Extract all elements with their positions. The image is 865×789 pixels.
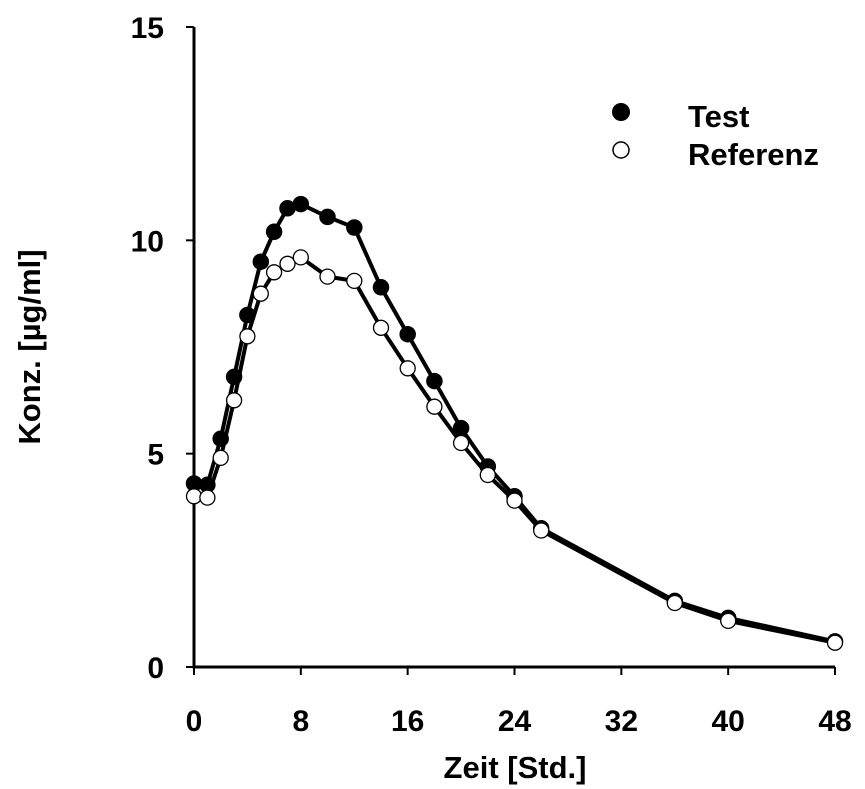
data-point-referenz [533,522,550,539]
data-point-referenz [826,634,844,651]
data-point-referenz [479,466,496,484]
data-point-referenz [279,255,296,272]
x-tick-label: 32 [605,705,638,738]
x-axis-title: Zeit [Std.] [444,750,587,785]
x-tick-label: 48 [818,705,851,738]
series-line-referenz [193,255,836,645]
legend-marker-test [612,103,630,121]
data-point-test [225,368,243,386]
data-point-referenz [666,594,683,612]
data-point-test [252,253,270,270]
data-point-referenz [720,612,737,630]
data-point-test [452,419,470,437]
legend-label-test: Test [688,99,749,134]
data-point-referenz [399,360,416,377]
data-point-test [399,325,416,343]
series-points [185,195,844,651]
data-point-referenz [199,489,216,506]
data-point-referenz [252,285,269,302]
y-tick-label: 15 [131,12,164,45]
data-point-test [239,306,256,324]
data-point-referenz [452,434,470,452]
x-tick-label: 8 [292,705,309,738]
data-point-referenz [225,392,243,409]
data-point-referenz [292,249,309,266]
data-point-referenz [346,272,363,290]
data-point-test [346,219,363,236]
data-point-test [372,279,390,296]
data-point-referenz [212,449,229,467]
legend: Test Referenz [612,99,819,172]
x-axis-ticks: 0 8 16 24 32 40 48 [186,667,852,738]
data-point-test [319,208,336,226]
legend-label-referenz: Referenz [688,137,819,172]
x-tick-label: 16 [391,705,424,738]
y-tick-label: 5 [147,439,164,472]
data-point-test [426,372,443,390]
legend-marker-referenz [612,141,630,159]
x-tick-label: 24 [498,705,532,738]
data-point-test [212,430,229,447]
data-point-referenz [185,488,203,505]
x-tick-label: 40 [711,705,744,738]
data-point-referenz [265,264,283,281]
data-point-test [265,223,283,241]
x-tick-label: 0 [186,705,203,738]
y-tick-label: 10 [131,225,164,258]
data-point-referenz [426,398,443,415]
data-point-referenz [506,492,523,509]
data-point-referenz [239,328,256,345]
data-point-test [292,195,310,213]
y-axis-title: Konz. [µg/ml] [12,249,47,444]
y-axis-ticks: 0 5 10 15 [131,12,194,685]
data-point-referenz [372,319,390,336]
y-tick-label: 0 [147,652,164,685]
data-point-referenz [319,268,336,285]
